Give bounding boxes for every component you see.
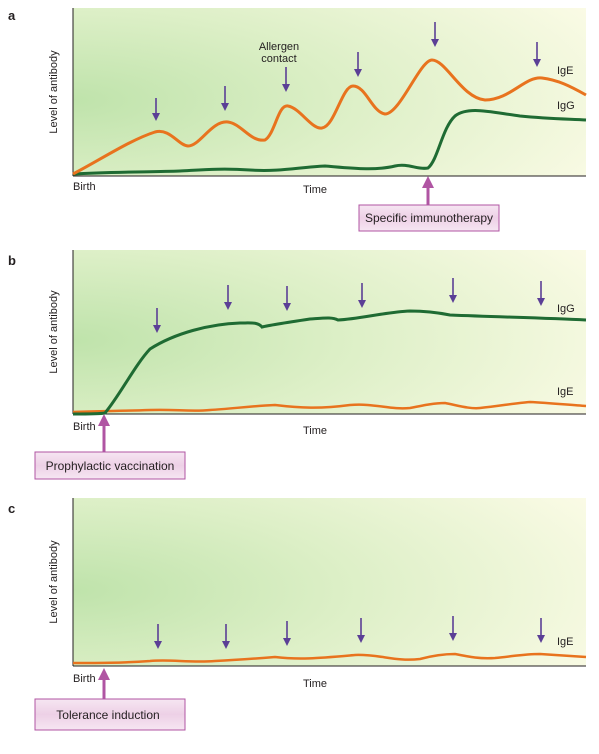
panel-letter-c: c <box>8 501 15 516</box>
ige-curve <box>72 400 587 414</box>
x-axis-label: Time <box>303 184 327 196</box>
allergen-arrow <box>282 67 290 92</box>
panel-letter-a: a <box>8 8 16 23</box>
immunotherapy-label: Specific immunotherapy <box>365 211 493 225</box>
allergen-arrow <box>537 618 545 643</box>
y-axis-label: Level of antibody <box>48 290 60 374</box>
allergen-arrow <box>222 624 230 649</box>
allergen-arrow <box>283 621 291 646</box>
allergen-arrow <box>153 308 161 333</box>
y-axis-label: Level of antibody <box>48 50 60 134</box>
panel-c-background <box>73 498 586 666</box>
allergen-arrow <box>224 285 232 310</box>
allergen-arrow <box>537 281 545 306</box>
allergen-contact-label-line2: contact <box>261 53 296 65</box>
allergen-arrow <box>283 286 291 311</box>
tolerance-label: Tolerance induction <box>56 708 159 722</box>
allergen-contact-label-line1: Allergen <box>259 41 299 53</box>
allergen-arrow <box>221 86 229 111</box>
igg-curve <box>72 109 587 176</box>
vaccination-label: Prophylactic vaccination <box>46 459 175 473</box>
panel-b: b Level of antibody Birth Time IgG IgE P… <box>8 250 587 480</box>
y-axis-label: Level of antibody <box>48 540 60 624</box>
immunotherapy-arrow <box>422 176 434 206</box>
igg-curve <box>72 309 587 416</box>
allergen-arrow <box>354 52 362 77</box>
allergen-arrow <box>154 624 162 649</box>
birth-label: Birth <box>73 421 96 433</box>
igg-series-label: IgG <box>557 100 575 112</box>
birth-label: Birth <box>73 673 96 685</box>
ige-curve <box>72 58 587 176</box>
ige-series-label: IgE <box>557 636 574 648</box>
allergen-contact-arrows <box>152 22 541 121</box>
allergen-contact-arrows <box>153 278 545 333</box>
x-axis-label: Time <box>303 425 327 437</box>
allergen-contact-arrows <box>154 616 545 649</box>
panel-a-background <box>73 8 586 176</box>
allergen-arrow <box>533 42 541 67</box>
panel-c: c Level of antibody Birth Time IgE Toler… <box>8 498 587 731</box>
birth-label: Birth <box>73 181 96 193</box>
tolerance-box <box>34 698 186 731</box>
tolerance-arrow <box>98 668 110 700</box>
ige-series-label: IgE <box>557 386 574 398</box>
vaccination-arrow <box>98 414 110 453</box>
x-axis-label: Time <box>303 678 327 690</box>
allergen-arrow <box>152 98 160 121</box>
allergen-arrow <box>449 278 457 303</box>
panel-letter-b: b <box>8 253 16 268</box>
immunotherapy-box <box>358 204 500 232</box>
allergen-arrow <box>358 283 366 308</box>
allergen-arrow <box>357 618 365 643</box>
allergen-arrow <box>449 616 457 641</box>
vaccination-box <box>34 451 186 480</box>
ige-curve <box>72 652 587 665</box>
ige-series-label: IgE <box>557 65 574 77</box>
panel-b-background <box>73 250 586 414</box>
igg-series-label: IgG <box>557 303 575 315</box>
panel-a: a Level of antibody Birth Time Allergen … <box>8 8 587 232</box>
allergen-arrow <box>431 22 439 47</box>
